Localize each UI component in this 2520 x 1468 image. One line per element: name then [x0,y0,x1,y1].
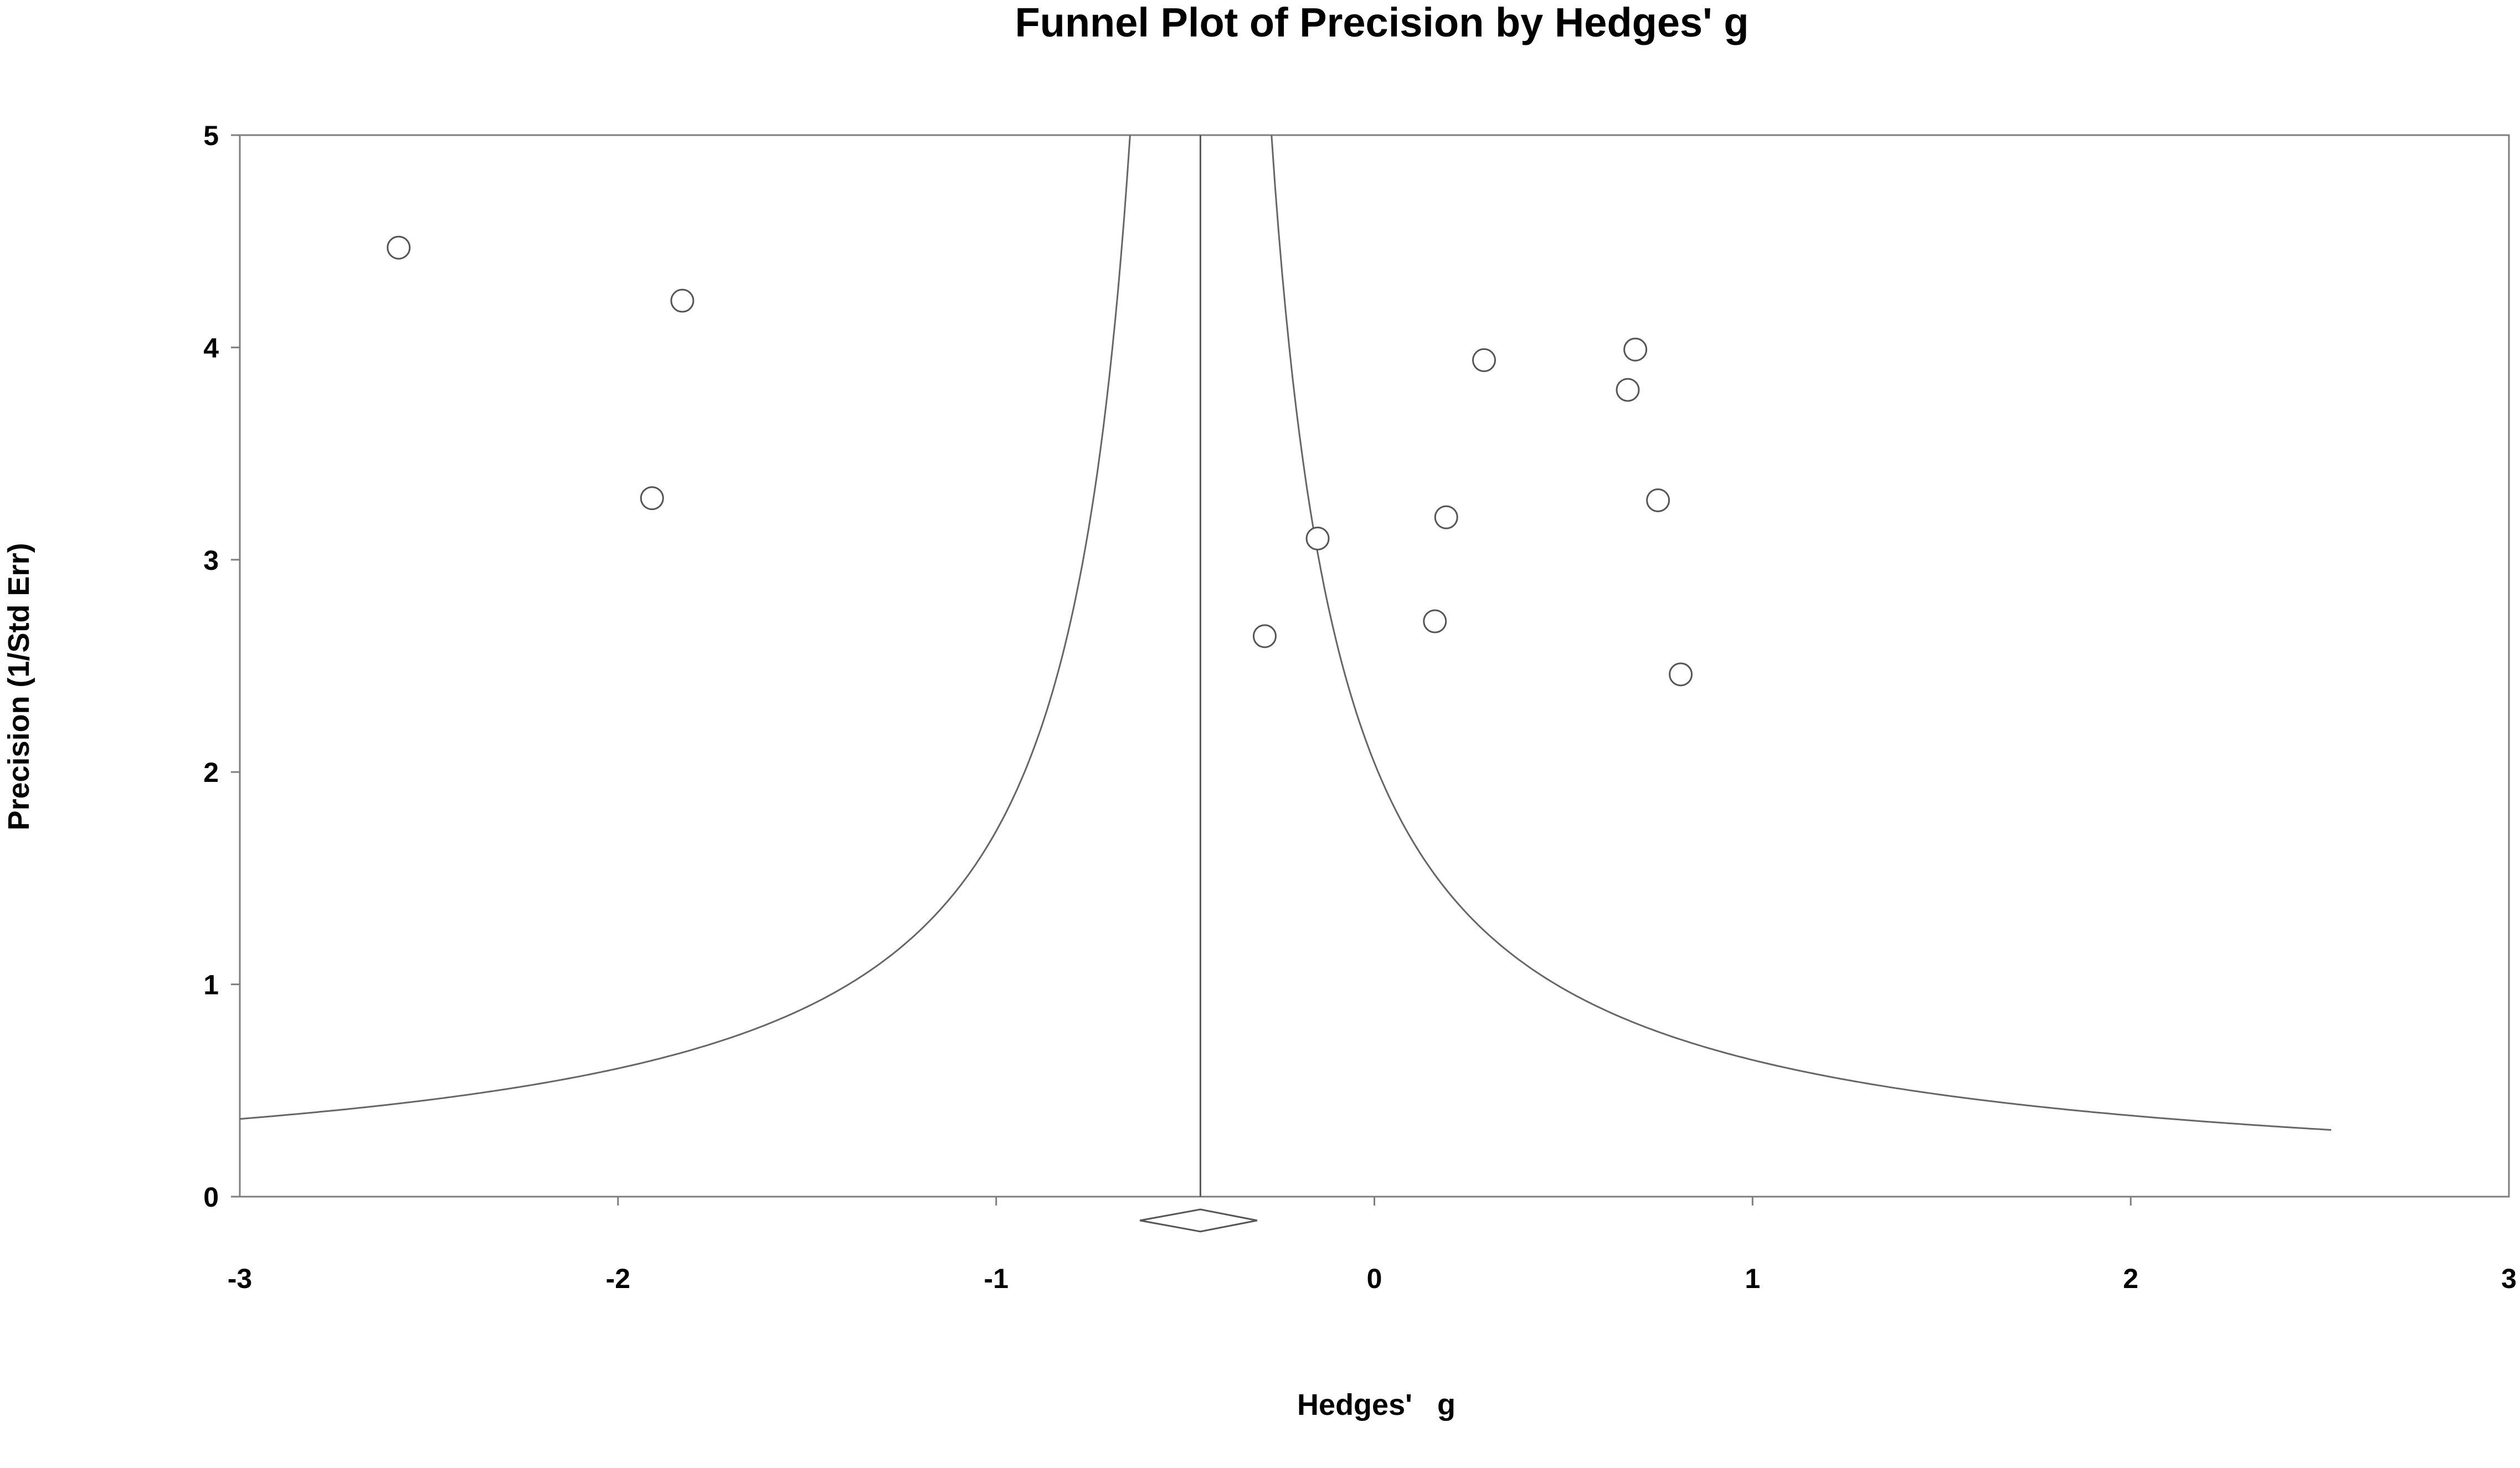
y-tick-label: 0 [203,1182,219,1213]
y-tick-label: 5 [203,120,219,151]
study-point [1623,337,1648,362]
y-tick-label: 4 [203,332,219,363]
y-axis-ticks: 0 1 2 3 4 5 [203,120,240,1213]
y-tick-label: 2 [203,757,219,788]
x-tick-label: 2 [2123,1263,2138,1294]
study-point [1616,378,1640,402]
x-tick-label: -2 [606,1263,630,1294]
study-point [1434,505,1458,529]
study-point [1252,624,1277,648]
study-points [387,235,1693,687]
study-point [1472,348,1496,372]
summary-effect-diamond [1139,1208,1258,1233]
study-point [387,235,411,260]
y-tick-label: 3 [203,545,219,576]
study-point [1305,526,1330,550]
x-tick-label: -3 [228,1263,252,1294]
funnel-left-limit [239,135,1131,1120]
study-point [640,486,664,511]
x-axis-ticks: -3 -2 -1 0 1 2 3 [228,1197,2517,1294]
study-point [1669,662,1693,687]
study-point [670,289,695,313]
study-point [1646,488,1670,512]
x-tick-label: 1 [1745,1263,1760,1294]
funnel-right-limit [1271,135,2332,1131]
x-tick-label: 0 [1367,1263,1382,1294]
y-axis-title: Precision (1/Std Err) [2,543,35,830]
study-point [1423,609,1447,633]
chart-title: Funnel Plot of Precision by Hedges' g [1015,0,1748,45]
x-axis-title: Hedges' g [1297,1388,1456,1421]
plot-area [239,134,2510,1198]
funnel-limits [239,135,2332,1131]
y-tick-label: 1 [203,970,219,1001]
x-tick-label: 3 [2501,1263,2517,1294]
x-tick-label: -1 [984,1263,1008,1294]
